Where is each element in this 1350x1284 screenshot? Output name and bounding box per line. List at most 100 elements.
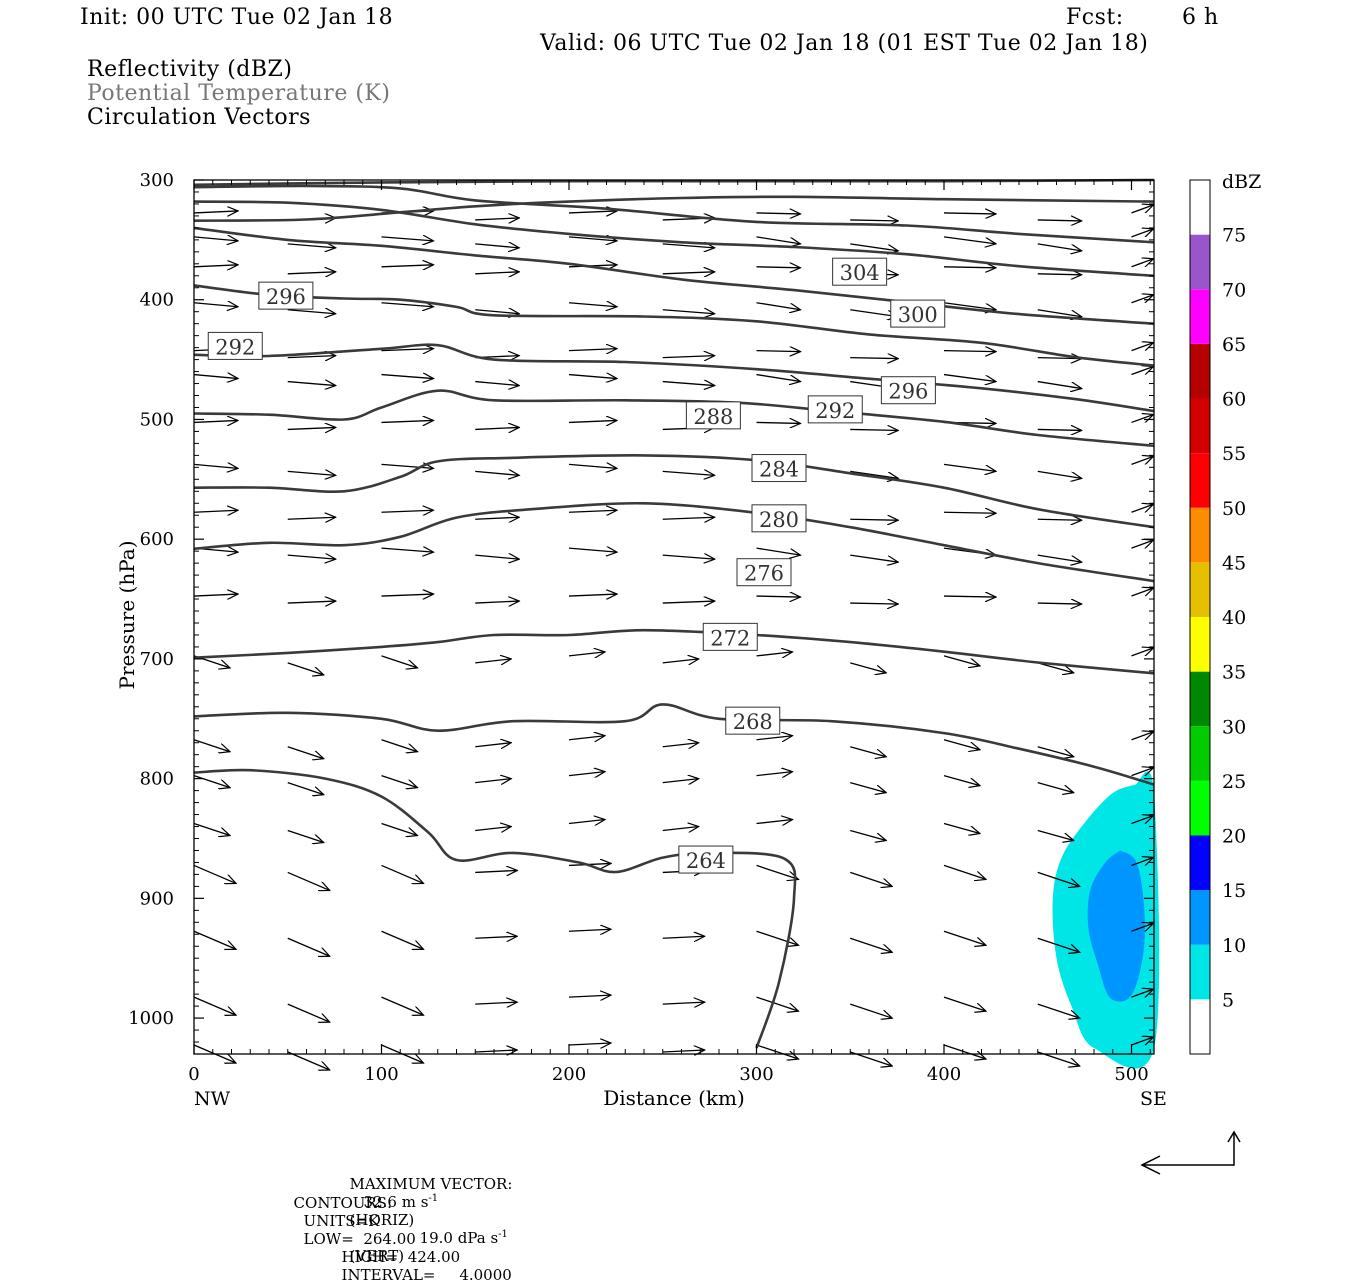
y-tick-label: 800	[140, 769, 174, 790]
circulation-vector	[1037, 603, 1082, 604]
circulation-vector	[193, 739, 230, 752]
colorbar-swatch	[1190, 617, 1210, 672]
contour-label-box	[880, 376, 936, 405]
circulation-vector	[381, 420, 434, 422]
circulation-vector	[662, 936, 705, 938]
circulation-vector	[475, 382, 519, 386]
circulation-vector	[1131, 1037, 1154, 1046]
contours-high: HIGH= 424.00	[341, 1248, 461, 1266]
colorbar-level-label: 45	[1222, 552, 1246, 574]
circulation-vector	[568, 303, 617, 307]
colorbar-swatch	[1190, 944, 1210, 1000]
contour-labels: 264 268 272 276 280 284 288 292 296 300 304 296 292	[207, 257, 946, 874]
theta-contour-296	[193, 226, 1155, 325]
circulation-vector	[756, 1044, 799, 1059]
circulation-vector	[568, 652, 605, 656]
circulation-vector	[943, 822, 980, 834]
theta-contour-line	[193, 178, 1155, 187]
circulation-vector	[568, 772, 605, 776]
circulation-vector	[943, 302, 996, 310]
circulation-vector	[287, 310, 336, 314]
axes: 300 400 500 600 700 800 900 1000 0 100 200 300 400 50…	[128, 170, 1154, 1085]
circulation-vector	[381, 265, 434, 267]
contour-label-268: 268	[733, 710, 773, 734]
circulation-vector	[1037, 429, 1082, 430]
circulation-vector	[568, 349, 617, 351]
circulation-vector	[287, 382, 336, 386]
contours-interval: INTERVAL= 4.0000	[341, 1266, 512, 1284]
circulation-vector	[475, 310, 519, 314]
contour-label-292: 292	[815, 399, 855, 423]
circulation-vector	[756, 547, 801, 555]
colorbar-level-label: 35	[1222, 662, 1246, 684]
circulation-vector	[475, 244, 519, 248]
y-tick-label: 900	[140, 888, 174, 909]
contour-label-box	[207, 331, 263, 360]
circulation-vector	[475, 218, 519, 220]
circulation-vector	[662, 743, 699, 747]
circulation-vector	[662, 356, 715, 358]
circulation-vector	[193, 822, 230, 836]
contour-label-300: 300	[898, 303, 938, 327]
circulation-vector	[193, 510, 238, 512]
colorbar-level-label: 10	[1222, 935, 1246, 957]
circulation-vector	[850, 829, 886, 841]
circulation-vector	[943, 1044, 986, 1059]
circulation-vector	[568, 510, 617, 512]
circulation-vector	[287, 1051, 330, 1070]
circulation-vector	[662, 1050, 705, 1052]
circulation-vector	[287, 829, 324, 843]
colorbar-unit-label: dBZ	[1222, 171, 1261, 193]
contour-label-box	[751, 454, 807, 483]
circulation-vector	[193, 303, 238, 307]
circulation-vector	[850, 358, 898, 359]
x-tick-label: 500	[1114, 1064, 1148, 1085]
circulation-vector	[943, 236, 996, 244]
circulation-vector	[193, 864, 236, 883]
theta-contour-264	[193, 768, 797, 1049]
x-tick-label: 300	[739, 1064, 773, 1085]
circulation-vector	[943, 596, 996, 597]
circulation-vector	[756, 772, 793, 776]
circulation-vector	[662, 555, 715, 559]
circulation-vector	[381, 864, 424, 883]
circulation-vector	[287, 356, 336, 358]
circulation-vector	[475, 517, 519, 519]
circulation-vector	[568, 237, 617, 241]
contour-label-box	[702, 622, 758, 651]
reflectivity-shading	[1052, 771, 1160, 1069]
theta-contour-276	[193, 501, 1155, 583]
circulation-vector	[475, 827, 511, 831]
colorbar-swatch	[1190, 289, 1210, 344]
theta-contours	[193, 178, 1155, 1049]
circulation-vector	[756, 351, 801, 352]
contours-units: UNITS=K	[303, 1212, 380, 1230]
colorbar-level-label: 50	[1222, 498, 1246, 520]
circulation-vector	[756, 820, 793, 824]
x-tick-label: 0	[188, 1064, 199, 1085]
circulation-vector	[475, 659, 511, 663]
circulation-vector	[1037, 309, 1082, 317]
circulation-vector	[1131, 343, 1154, 352]
circulation-vector	[568, 594, 617, 596]
circulation-vector	[662, 827, 699, 831]
circulation-vector	[1037, 220, 1082, 221]
circulation-vector	[943, 213, 996, 214]
circulation-vector	[756, 373, 801, 382]
circulation-vector	[287, 427, 336, 429]
circulation-vector	[756, 213, 801, 214]
contour-label-296: 296	[888, 380, 928, 404]
circulation-vector	[475, 743, 511, 747]
contour-label-280: 280	[759, 508, 799, 532]
field-theta-title: Potential Temperature (K)	[87, 81, 391, 106]
circulation-vector	[287, 601, 336, 603]
circulation-vector	[193, 464, 238, 468]
colorbar-swatch	[1190, 343, 1210, 399]
circulation-vector	[756, 422, 801, 423]
circulation-vector	[1037, 358, 1082, 359]
circulation-vector	[475, 779, 511, 783]
circulation-vector	[756, 267, 801, 268]
circulation-vector	[1037, 829, 1074, 841]
theta-contour-280	[193, 454, 1155, 529]
colorbar-level-label: 5	[1222, 989, 1234, 1011]
